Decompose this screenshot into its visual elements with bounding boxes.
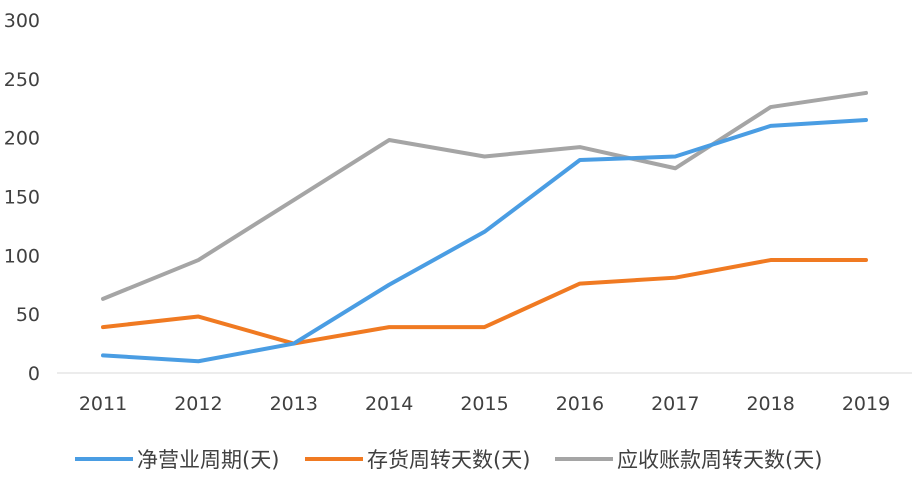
x-tick-label: 2017 <box>651 393 699 415</box>
y-tick-label: 200 <box>4 128 40 150</box>
x-tick-label: 2019 <box>842 393 890 415</box>
series-line-0 <box>101 118 868 364</box>
x-axis-ticks: 2011 2012 2013 2014 2015 2016 2017 2018 2019 <box>79 393 890 415</box>
x-tick-label: 2011 <box>79 393 127 415</box>
legend-label: 净营业周期(天) <box>137 448 279 472</box>
legend-item: 应收账款周转天数(天) <box>555 448 822 472</box>
legend-item: 存货周转天数(天) <box>305 448 530 472</box>
y-axis-ticks: 0 50 100 150 200 250 300 <box>4 10 40 385</box>
x-tick-label: 2012 <box>174 393 222 415</box>
y-tick-label: 300 <box>4 10 40 32</box>
y-tick-label: 50 <box>16 304 40 326</box>
y-tick-label: 150 <box>4 187 40 209</box>
legend-label: 存货周转天数(天) <box>367 448 530 472</box>
y-tick-label: 0 <box>28 363 40 385</box>
x-tick-label: 2016 <box>556 393 604 415</box>
series-lines <box>101 90 868 364</box>
x-tick-label: 2014 <box>365 393 413 415</box>
x-tick-label: 2013 <box>270 393 318 415</box>
series-line-2 <box>101 90 868 301</box>
y-tick-label: 250 <box>4 69 40 91</box>
legend: 净营业周期(天) 存货周转天数(天) 应收账款周转天数(天) <box>75 448 822 472</box>
x-tick-label: 2018 <box>746 393 794 415</box>
legend-label: 应收账款周转天数(天) <box>617 448 822 472</box>
legend-item: 净营业周期(天) <box>75 448 279 472</box>
series-line-1 <box>101 258 868 346</box>
x-tick-label: 2015 <box>460 393 508 415</box>
y-tick-label: 100 <box>4 245 40 267</box>
